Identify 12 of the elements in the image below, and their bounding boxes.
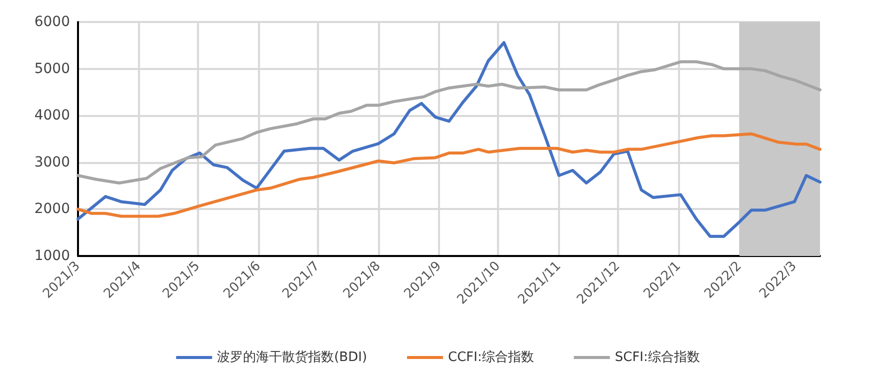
legend-label: 波罗的海干散货指数(BDI): [217, 350, 368, 365]
y-tick-label: 3000: [34, 154, 70, 170]
legend-label: CCFI:综合指数: [448, 350, 534, 365]
legend-label: SCFI:综合指数: [614, 350, 700, 365]
y-tick-label: 5000: [34, 60, 70, 77]
line-series: [76, 60, 822, 184]
line-series: [76, 41, 822, 238]
line-series: [76, 132, 822, 218]
y-tick-label: 6000: [34, 14, 70, 30]
y-tick-label: 1000: [34, 248, 70, 264]
y-tick-label: 4000: [34, 108, 70, 124]
y-tick-label: 2000: [34, 201, 70, 218]
